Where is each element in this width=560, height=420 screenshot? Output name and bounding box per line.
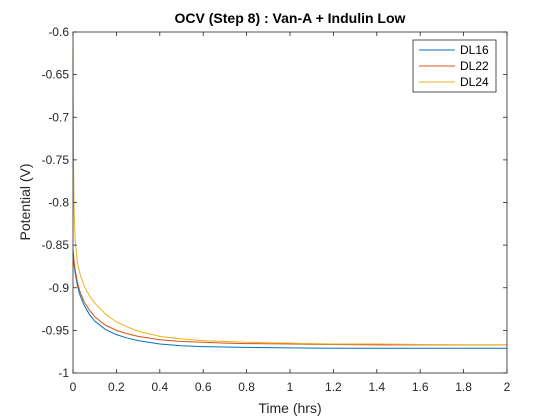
x-tick-label: 2	[504, 380, 511, 394]
y-tick-label: -0.75	[42, 153, 70, 167]
y-tick-label: -0.9	[48, 281, 69, 295]
axes-layer: 0 0.2 0.4 0.6 0.8 1 1.2 1.4 1.6 1.8 2 -1 -0.95 -0.9 -0…	[42, 25, 511, 394]
x-tick-label: 0.4	[151, 380, 168, 394]
y-tick-label: -1	[58, 366, 69, 380]
x-tick-label: 1	[287, 380, 294, 394]
y-tick-label: -0.85	[42, 238, 70, 252]
x-tick-label: 0	[70, 380, 77, 394]
chart-title: OCV (Step 8) : Van-A + Indulin Low	[175, 10, 406, 26]
y-axis-label: Potential (V)	[17, 163, 33, 240]
y-tick-label: -0.7	[48, 110, 69, 124]
x-axis-label: Time (hrs)	[258, 400, 321, 416]
legend: DL16 DL22 DL24	[412, 39, 497, 93]
x-tick-label: 0.8	[238, 380, 255, 394]
x-tick-label: 0.6	[195, 380, 212, 394]
x-tick-label: 0.2	[108, 380, 125, 394]
series-line-dl24	[72, 49, 507, 346]
x-tick-label: 1.4	[368, 380, 385, 394]
legend-label-dl16: DL16	[460, 43, 489, 57]
series-line-dl22	[72, 249, 507, 346]
legend-label-dl22: DL22	[460, 59, 489, 73]
series-layer	[72, 49, 507, 349]
y-tick-label: -0.8	[48, 196, 69, 210]
x-tick-label: 1.2	[325, 380, 342, 394]
y-tick-label: -0.65	[42, 68, 70, 82]
y-tick-label: -0.6	[48, 25, 69, 39]
y-tick-label: -0.95	[42, 323, 70, 337]
x-tick-label: 1.8	[455, 380, 472, 394]
x-tick-label: 1.6	[412, 380, 429, 394]
series-line-dl16	[72, 253, 507, 349]
legend-label-dl24: DL24	[460, 75, 489, 89]
